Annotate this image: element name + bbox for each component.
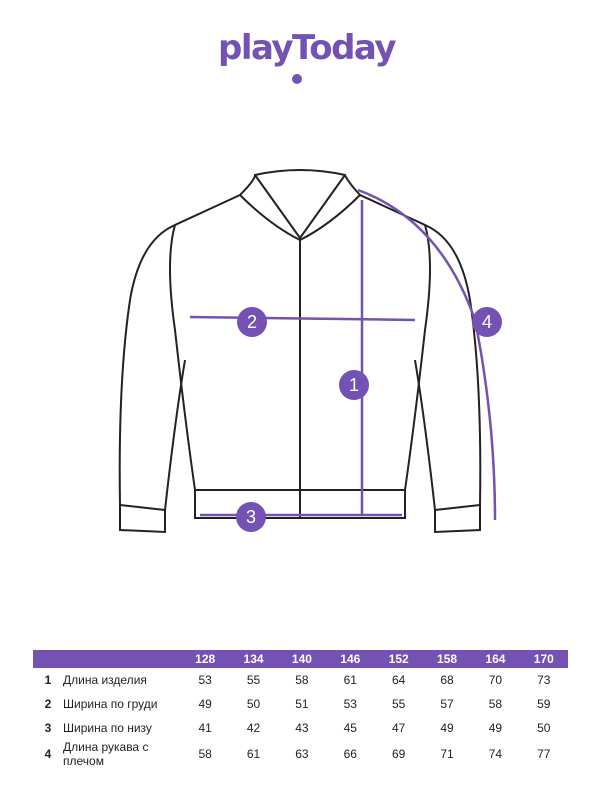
size-header-row: 128 134 140 146 152 158 164 170 [33, 650, 568, 668]
size-value: 58 [488, 697, 503, 711]
size-value: 49 [488, 721, 503, 735]
row-label: Ширина по низу [63, 721, 152, 735]
size-value: 64 [392, 673, 406, 687]
brand-logo: playToday [218, 28, 397, 88]
size-value: 50 [246, 697, 261, 711]
size-value: 50 [537, 721, 551, 735]
size-value: 53 [198, 673, 212, 687]
marker-3 [236, 502, 266, 532]
size-value: 68 [440, 673, 454, 687]
row-number: 1 [44, 673, 52, 687]
size-value: 51 [295, 697, 309, 711]
size-value: 49 [198, 697, 212, 711]
marker-3-label: 3 [246, 507, 256, 527]
size-value: 58 [295, 673, 309, 687]
row-label: Длина изделия [63, 673, 147, 687]
size-table: 128 134 140 146 152 158 164 170 1 Длина и… [33, 650, 568, 768]
size-value: 43 [295, 721, 309, 735]
size-value: 61 [246, 747, 261, 761]
measure-line-2 [189, 315, 416, 322]
marker-1-label: 1 [349, 375, 359, 395]
marker-4-label: 4 [482, 312, 492, 332]
size-value: 61 [343, 673, 357, 687]
size-value: 71 [440, 747, 454, 761]
size-value: 74 [488, 747, 503, 761]
size-header: 158 [437, 652, 458, 666]
size-value: 49 [440, 721, 454, 735]
size-header: 146 [340, 652, 361, 666]
size-value: 73 [537, 673, 551, 687]
row-label: Длина рукава с плечом [63, 740, 149, 768]
size-value: 45 [343, 721, 357, 735]
size-value: 42 [246, 721, 261, 735]
size-header: 128 [195, 652, 216, 666]
row-label: Ширина по груди [63, 697, 158, 711]
logo-text: playToday [218, 28, 397, 68]
row-number: 4 [44, 747, 52, 761]
size-header: 152 [388, 652, 409, 666]
size-value: 57 [440, 697, 454, 711]
marker-2 [237, 307, 267, 337]
size-value: 53 [343, 697, 357, 711]
jacket-outline [118, 169, 482, 534]
size-value: 77 [537, 747, 551, 761]
table-row: 3 Ширина по низу 41 42 43 45 47 49 49 50 [33, 716, 568, 740]
measure-line-4 [357, 188, 497, 521]
table-row: 2 Ширина по груди 49 50 51 53 55 57 58 59 [33, 692, 568, 716]
row-number: 2 [44, 697, 52, 711]
size-value: 58 [198, 747, 212, 761]
size-value: 66 [343, 747, 357, 761]
size-value: 47 [392, 721, 406, 735]
size-header: 140 [291, 652, 312, 666]
table-row: 4 Длина рукава с плечом 58 61 63 66 69 71 74 77 [33, 740, 568, 768]
size-header: 164 [485, 652, 506, 666]
size-value: 69 [392, 747, 406, 761]
marker-1 [339, 370, 369, 400]
jacket-diagram: 1 2 3 4 [118, 169, 502, 534]
size-value: 63 [295, 747, 309, 761]
markers [236, 307, 502, 532]
table-row: 1 Длина изделия 53 55 58 61 64 68 70 73 [33, 668, 568, 692]
size-header: 134 [243, 652, 264, 666]
size-value: 55 [246, 673, 261, 687]
size-header: 170 [533, 652, 554, 666]
marker-2-label: 2 [247, 312, 257, 332]
row-number: 3 [44, 721, 52, 735]
size-value: 41 [198, 721, 212, 735]
size-value: 70 [488, 673, 503, 687]
marker-4 [472, 307, 502, 337]
logo-dot [292, 74, 302, 84]
measure-lines [189, 188, 497, 521]
size-value: 59 [537, 697, 551, 711]
size-value: 55 [392, 697, 406, 711]
